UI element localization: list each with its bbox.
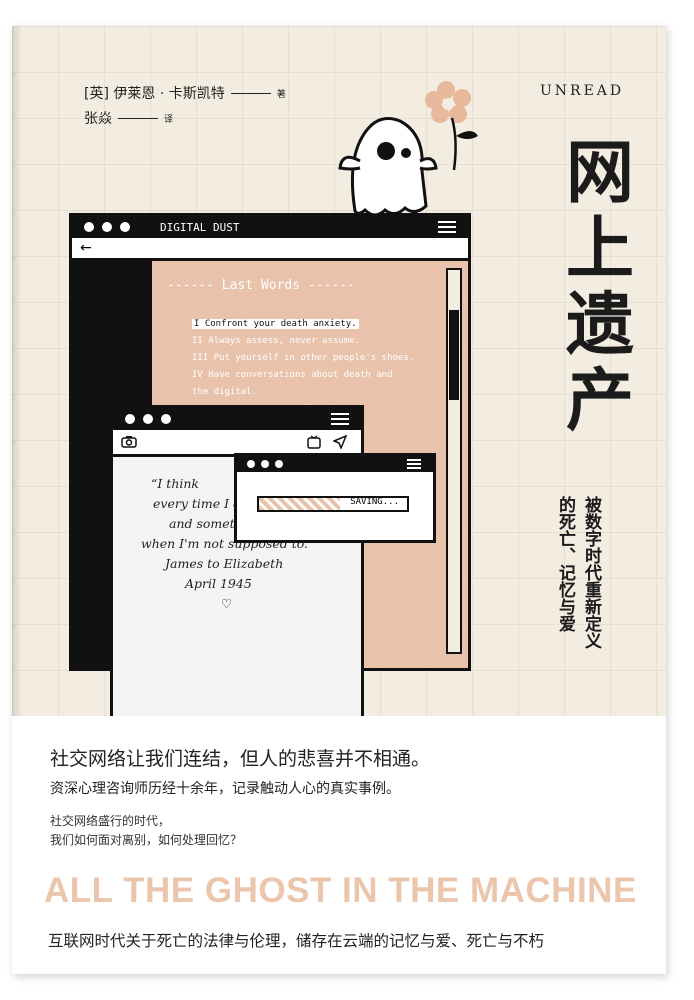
band-question-line: 我们如何面对离别，如何处理回忆？ (50, 833, 243, 847)
menu-icon (331, 413, 349, 428)
saving-label: SAVING... (350, 497, 399, 507)
band-footer: 互联网时代关于死亡的法律与伦理，储存在云端的记忆与爱、死亡与不朽 (48, 932, 545, 950)
handwritten-note: “I think every time I can, and sometimes… (135, 474, 314, 614)
list-item: IV Have conversations about death and (192, 370, 393, 380)
translator-role: 译 (164, 114, 174, 125)
window-titlebar (237, 456, 433, 472)
send-icon (333, 435, 347, 449)
note-toolbar (113, 430, 361, 457)
author-divider (230, 92, 271, 94)
list-item: the digital. (192, 387, 258, 397)
scrollbar (446, 268, 462, 654)
saving-dialog: SAVING... (234, 453, 436, 543)
list-item: I Confront your death anxiety. (192, 319, 359, 329)
camera-icon (121, 436, 137, 448)
title-char: 产 (565, 362, 634, 441)
menu-icon (407, 459, 421, 471)
scroll-thumb (449, 310, 459, 400)
window-dot (261, 460, 269, 468)
window-dot (120, 222, 130, 232)
window-dot (84, 222, 94, 232)
window-dot (143, 414, 153, 424)
list-item: III Put yourself in other people's shoes… (192, 353, 415, 363)
list-item: II Always assess, never assume. (192, 336, 360, 346)
window-dot (125, 414, 135, 424)
back-arrow-icon: ← (80, 240, 92, 256)
cover-band: 社交网络让我们连结，但人的悲喜并不相通。 资深心理咨询师历经十余年，记录触动人心… (12, 716, 666, 974)
note-line: every time I can, (153, 496, 260, 511)
progress-fill (259, 498, 341, 510)
window-dot (102, 222, 112, 232)
ghost-icon (338, 117, 438, 217)
saving-progress-bar: SAVING... (257, 496, 409, 512)
note-line: “I think (151, 476, 199, 491)
book-cover: [英] 伊莱恩 · 卡斯凯特 著 张焱 译 UNREAD 网 上 遗 产 被数字… (12, 26, 666, 974)
flower-icon (425, 81, 478, 171)
author-line: [英] 伊莱恩 · 卡斯凯特 著 (84, 83, 286, 103)
band-question: 社交网络盛行的时代， 我们如何面对离别，如何处理回忆？ (50, 812, 242, 850)
menu-icon (438, 221, 456, 236)
window-dot (275, 460, 283, 468)
author-role: 著 (276, 89, 286, 100)
book-title: 网 上 遗 产 (560, 136, 640, 440)
author-name: [英] 伊莱恩 · 卡斯凯特 (84, 86, 225, 102)
address-bar: ← (72, 238, 468, 261)
window-title: DIGITAL DUST (160, 220, 240, 234)
heart-icon: ♡ (221, 596, 233, 611)
spine-shade (12, 26, 22, 974)
note-line: James to Elizabeth (165, 556, 284, 571)
title-char: 网 (565, 134, 634, 213)
publisher-logo: UNREAD (540, 83, 625, 99)
english-title: ALL THE GHOST IN THE MACHINE (44, 871, 637, 910)
translator-line: 张焱 译 (84, 108, 173, 128)
title-char: 遗 (565, 286, 634, 365)
window-titlebar: DIGITAL DUST (72, 216, 468, 238)
window-dot (247, 460, 255, 468)
band-headline: 社交网络让我们连结，但人的悲喜并不相通。 (50, 748, 431, 770)
note-line: April 1945 (185, 576, 252, 591)
band-tagline: 资深心理咨询师历经十余年，记录触动人心的真实事例。 (50, 781, 400, 797)
band-question-line: 社交网络盛行的时代， (50, 814, 171, 828)
window-dot (161, 414, 171, 424)
translator-name: 张焱 (84, 111, 112, 127)
title-char: 上 (565, 210, 634, 289)
book-subtitle: 被数字时代重新定义的死亡、记忆与爱 (555, 496, 601, 649)
tv-icon (307, 435, 321, 449)
last-words-heading: ------ Last Words ------ (167, 278, 355, 293)
translator-divider (118, 117, 158, 119)
window-titlebar (113, 408, 361, 430)
